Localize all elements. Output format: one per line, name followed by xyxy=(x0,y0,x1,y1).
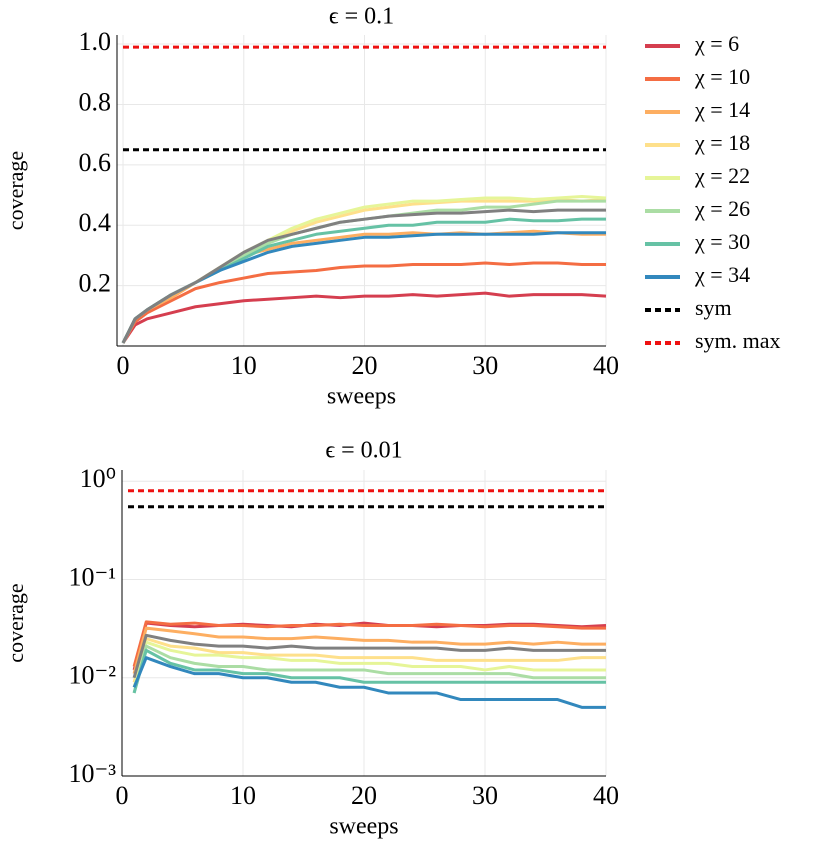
series-line xyxy=(132,633,606,679)
x-tick-label: 40 xyxy=(593,351,619,380)
x-tick-label: 20 xyxy=(351,781,377,810)
legend-label: χ = 10 xyxy=(694,64,750,89)
series-line xyxy=(132,626,606,675)
x-tick-label: 30 xyxy=(472,351,498,380)
y-tick-label: 0.4 xyxy=(79,208,112,237)
x-axis-label: sweeps xyxy=(327,384,396,410)
series-line xyxy=(132,637,606,683)
y-tick-label: 10⁻³ xyxy=(68,759,116,788)
y-tick-label: 0.8 xyxy=(79,87,112,116)
series-line xyxy=(121,208,606,344)
series-line xyxy=(132,648,606,694)
y-axis-label: coverage xyxy=(3,583,28,662)
y-tick-label: 10⁻¹ xyxy=(68,562,116,591)
y-tick-label: 10⁰ xyxy=(80,464,116,493)
x-tick-label: 10 xyxy=(231,351,257,380)
series-line xyxy=(132,644,606,694)
legend-label: χ = 14 xyxy=(694,97,750,122)
x-tick-label: 0 xyxy=(116,781,129,810)
x-tick-label: 20 xyxy=(352,351,378,380)
y-axis-label: coverage xyxy=(3,151,28,230)
legend-label: χ = 34 xyxy=(694,262,750,287)
series-line xyxy=(132,640,606,688)
legend-label: χ = 18 xyxy=(694,130,750,155)
y-tick-label: 10⁻² xyxy=(68,661,116,690)
x-tick-label: 40 xyxy=(593,781,619,810)
chart-title: ϵ = 0.01 xyxy=(325,438,402,464)
y-tick-label: 0.6 xyxy=(79,148,112,177)
x-tick-label: 10 xyxy=(230,781,256,810)
legend-label: χ = 26 xyxy=(694,196,750,221)
chart-title: ϵ = 0.1 xyxy=(329,4,394,30)
x-tick-label: 0 xyxy=(117,351,130,380)
legend-label: χ = 30 xyxy=(694,229,750,254)
y-tick-label: 1.0 xyxy=(79,27,112,56)
series-line xyxy=(121,261,606,344)
x-axis-label: sweeps xyxy=(329,814,398,840)
series-line xyxy=(132,656,606,709)
x-tick-label: 30 xyxy=(472,781,498,810)
legend-label: χ = 6 xyxy=(694,31,739,56)
legend-label: χ = 22 xyxy=(694,163,750,188)
legend-label: sym xyxy=(695,295,732,320)
series-line xyxy=(121,291,607,344)
legend-label: sym. max xyxy=(695,328,781,353)
series-line xyxy=(132,620,606,667)
y-tick-label: 0.2 xyxy=(79,269,112,298)
